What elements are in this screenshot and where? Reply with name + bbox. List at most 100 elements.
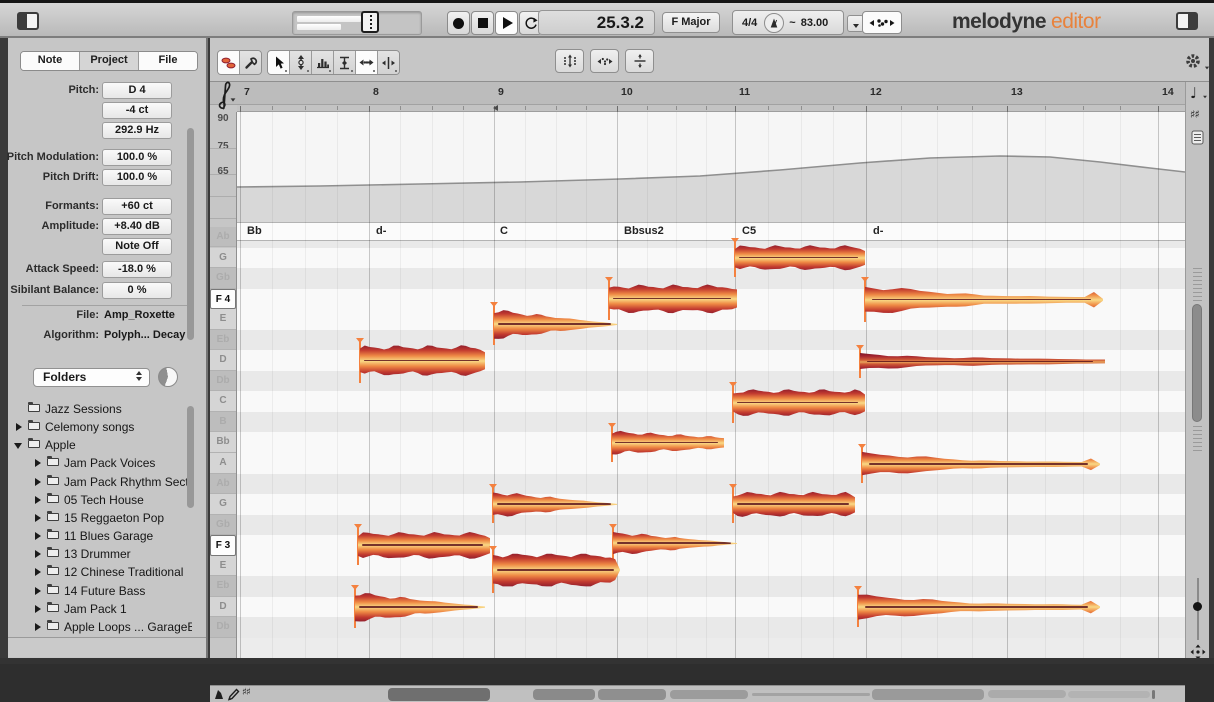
tab-note[interactable]: Note [21, 52, 80, 70]
disclosure-closed-icon[interactable] [35, 568, 41, 577]
chord-track[interactable]: Bb d- C Bbsus2 C5 d- [237, 222, 1185, 241]
pitch-row-label-g[interactable]: G [210, 494, 236, 515]
formant-tool-button[interactable] [312, 51, 334, 74]
pitch-row-label-c[interactable]: C [210, 391, 236, 412]
stop-button[interactable] [471, 11, 494, 35]
toggle-left-panel-icon[interactable] [17, 12, 39, 30]
tree-item-15-reggaeton-pop[interactable]: 15 Reggaeton Pop [8, 510, 192, 527]
disclosure-closed-icon[interactable] [35, 513, 41, 522]
disclosure-closed-icon[interactable] [35, 604, 41, 613]
tab-project[interactable]: Project [80, 52, 139, 70]
pitch-row-label-d[interactable]: D [210, 350, 236, 371]
timeline-ruler[interactable]: 7 8 9 10 11 12 13 14 [210, 82, 1185, 105]
tree-item-05-tech-house[interactable]: 05 Tech House [8, 492, 192, 509]
pencil-icon[interactable] [227, 688, 240, 701]
browser-pie-icon[interactable] [158, 367, 178, 387]
vertical-zoom-knob[interactable] [1193, 602, 1202, 611]
settings-button[interactable] [1182, 51, 1210, 71]
time-handle-tool-button[interactable] [378, 51, 399, 74]
note-grid[interactable]: Bb d- C Bbsus2 C5 d- [237, 112, 1185, 658]
note-blob-g3-10[interactable] [733, 491, 855, 517]
chord-label-c[interactable]: C [500, 225, 508, 237]
pitch-row-label-a[interactable]: A [210, 453, 236, 474]
amplitude-tool-button[interactable] [334, 51, 356, 74]
tree-item-jazz-sessions[interactable]: Jazz Sessions [8, 401, 192, 418]
record-button[interactable] [447, 11, 470, 35]
pitch-row-label-eb[interactable]: Eb [210, 576, 236, 597]
browser-scrollbar[interactable] [187, 406, 194, 508]
pan-zoom-icon[interactable] [1190, 644, 1206, 660]
main-tool-button[interactable] [268, 51, 290, 74]
clef-icon[interactable] [212, 78, 236, 114]
note-off-button[interactable]: Note Off [102, 238, 172, 255]
disclosure-closed-icon[interactable] [35, 495, 41, 504]
tree-item-14-future-bass[interactable]: 14 Future Bass [8, 583, 192, 600]
chord-label-d-[interactable]: d- [376, 225, 387, 237]
pitch-ruler[interactable]: 90 75 65 Ab G Gb F 4 E Eb D Db C B Bb A Ab G Gb F 3 E Eb D Db [210, 112, 237, 658]
timing-tool-button[interactable] [356, 51, 378, 74]
tree-item-12-chinese-traditional[interactable]: 12 Chinese Traditional [8, 564, 192, 581]
pitch-row-label-g[interactable]: G [210, 247, 236, 269]
vertical-scrollbar-thumb[interactable] [1192, 304, 1202, 422]
disclosure-closed-icon[interactable] [35, 459, 41, 468]
pitch-row-label-e[interactable]: E [210, 309, 236, 330]
tree-item-jam-pack-1[interactable]: Jam Pack 1 [8, 601, 192, 618]
song-overview-bar[interactable]: ♯♯ [210, 685, 1185, 702]
blob-tool-button[interactable] [218, 51, 240, 74]
pitch-row-label-d[interactable]: D [210, 596, 236, 618]
pitch-row-label-eb[interactable]: Eb [210, 329, 236, 351]
note-blob-d4-4[interactable] [360, 345, 485, 376]
quantize-time-macro-button[interactable] [590, 49, 619, 73]
tempo-track[interactable] [237, 112, 1185, 222]
note-value-dropdown-arrow[interactable] [1203, 95, 1207, 99]
leveling-macro-button[interactable] [625, 49, 654, 73]
playback-cursor-icon[interactable] [213, 688, 225, 701]
correct-pitch-macro-button[interactable] [555, 49, 584, 73]
pitch-row-label-b[interactable]: B [210, 411, 236, 433]
tree-item-apple-loops-garageband[interactable]: Apple Loops ... GarageBand [8, 619, 192, 636]
tab-file[interactable]: File [139, 52, 197, 70]
disclosure-closed-icon[interactable] [16, 423, 22, 432]
field-value-2[interactable]: 292.9 Hz [102, 122, 172, 139]
note-blob-f3-11[interactable] [358, 532, 490, 559]
disclosure-closed-icon[interactable] [35, 622, 41, 631]
chord-label-c5[interactable]: C5 [742, 225, 757, 237]
time-signature[interactable]: 4/4 [742, 16, 758, 29]
note-assignment-mode-button[interactable] [862, 11, 902, 34]
note-blob-f4-1[interactable] [609, 284, 737, 314]
field-value-6[interactable]: +8.40 dB [102, 218, 172, 235]
cycle-marker[interactable] [493, 105, 498, 111]
disclosure-closed-icon[interactable] [35, 532, 41, 541]
key-button[interactable]: F Major [662, 12, 720, 33]
chord-label-d-[interactable]: d- [873, 225, 884, 237]
tree-item-jam-pack-rhythm-section[interactable]: Jam Pack Rhythm Section [8, 474, 192, 491]
pitch-row-label-f4-ref[interactable]: F 4 [210, 288, 236, 310]
pitch-row-label-db[interactable]: Db [210, 617, 236, 638]
field-value-4[interactable]: 100.0 % [102, 169, 172, 186]
disclosure-closed-icon[interactable] [35, 550, 41, 559]
note-blob-g4-0[interactable] [735, 245, 865, 271]
pitch-row-label-bb[interactable]: Bb [210, 432, 236, 453]
chord-label-bb[interactable]: Bb [247, 225, 262, 237]
field-value-5[interactable]: +60 ct [102, 198, 172, 215]
field-value-9[interactable]: 0 % [102, 282, 172, 299]
overview-accidentals-icon[interactable]: ♯♯ [242, 687, 251, 698]
play-button[interactable] [495, 11, 518, 35]
pitch-row-label-db[interactable]: Db [210, 370, 236, 392]
tempo-value[interactable]: 83.00 [800, 16, 829, 29]
song-position-display[interactable]: 25.3.2 [538, 10, 655, 35]
disclosure-open-icon[interactable] [14, 443, 22, 450]
disclosure-closed-icon[interactable] [35, 477, 41, 486]
scale-window-icon[interactable] [1191, 130, 1204, 145]
clef-dropdown-arrow[interactable] [230, 98, 236, 102]
tempo-control[interactable]: 4/4 ~ 83.00 [732, 10, 844, 35]
pitch-row-label-gb[interactable]: Gb [210, 268, 236, 289]
pitch-row-label-gb[interactable]: Gb [210, 514, 236, 536]
toggle-right-panel-icon[interactable] [1176, 12, 1198, 30]
tree-item-13-drummer[interactable]: 13 Drummer [8, 546, 192, 563]
pitch-row-label-e[interactable]: E [210, 555, 236, 577]
tree-item-apple[interactable]: Apple [8, 437, 192, 454]
accidentals-icon[interactable]: ♯♯ [1190, 108, 1200, 121]
tree-item-jam-pack-voices[interactable]: Jam Pack Voices [8, 455, 192, 472]
tree-item-celemony-songs[interactable]: Celemony songs [8, 419, 192, 436]
